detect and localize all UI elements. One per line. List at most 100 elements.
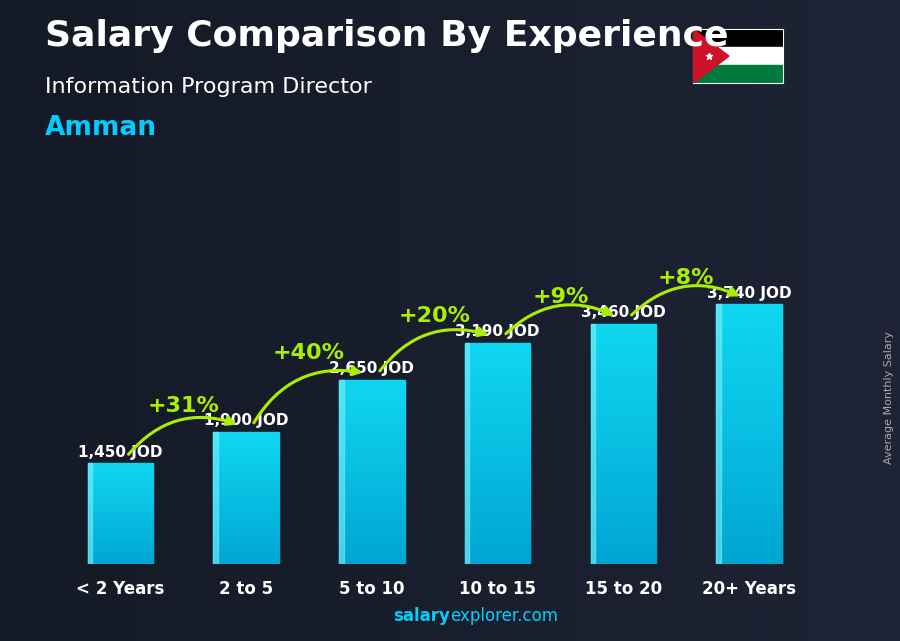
Bar [87,474,153,475]
Bar [465,468,530,472]
Bar [465,390,530,394]
Polygon shape [693,29,729,83]
Bar [87,488,153,490]
Bar [339,417,404,420]
Bar [716,542,782,547]
Text: 3,460 JOD: 3,460 JOD [580,305,666,320]
FancyArrowPatch shape [254,367,359,423]
Bar [87,485,153,487]
Bar [87,515,153,517]
Bar [339,500,404,503]
Bar [716,330,782,335]
Bar [339,545,404,549]
Bar [716,344,782,347]
Bar [87,549,153,551]
Bar [213,443,279,445]
Bar [213,463,279,465]
Bar [339,485,404,487]
Bar [213,549,279,551]
Bar [716,438,782,443]
Bar [339,386,404,389]
Bar [87,562,153,564]
Bar [213,542,279,544]
Bar [590,536,656,540]
Bar [339,460,404,463]
Bar [213,452,279,454]
Bar [590,360,656,364]
Text: Amman: Amman [45,115,157,142]
Bar [87,490,153,492]
Bar [590,552,656,556]
Bar [465,346,530,350]
Bar [465,405,530,409]
Bar [590,352,656,356]
Bar [716,482,782,486]
Bar [213,447,279,450]
Bar [339,481,404,485]
Bar [87,551,153,553]
Bar [213,481,279,483]
Bar [213,512,279,513]
Bar [339,558,404,561]
Bar [87,477,153,478]
Bar [87,495,153,497]
Bar [465,479,530,483]
Bar [87,465,153,467]
Bar [590,560,656,564]
Bar [213,454,279,456]
Bar [465,512,530,516]
Bar [213,513,279,516]
Bar [339,442,404,444]
Bar [213,438,279,441]
Bar [213,531,279,533]
Bar [213,551,279,553]
Bar [339,399,404,401]
Bar [465,435,530,438]
Bar [213,533,279,535]
Bar [339,555,404,558]
Bar [716,551,782,555]
Bar [213,435,279,437]
Bar [716,352,782,356]
Bar [339,487,404,490]
Bar [87,497,153,499]
Bar [213,474,279,476]
Bar [590,424,656,428]
Bar [213,503,279,504]
Bar [339,552,404,555]
Bar [465,417,530,420]
Bar [87,520,153,522]
Text: +20%: +20% [399,306,471,326]
Bar [590,428,656,432]
Bar [465,560,530,564]
Bar [465,545,530,549]
Bar [213,544,279,547]
Bar [213,483,279,485]
Bar [465,487,530,490]
Bar [716,408,782,413]
Bar [465,542,530,545]
Bar [716,499,782,503]
Bar [213,496,279,498]
Bar [590,432,656,436]
Bar [465,501,530,505]
Bar [213,494,279,496]
Bar [716,361,782,365]
Bar [590,492,656,496]
Bar [465,424,530,428]
Bar [590,532,656,536]
Bar [716,508,782,512]
Bar [213,507,279,509]
Bar [87,482,153,483]
Bar [716,374,782,378]
Bar [716,469,782,473]
Bar [590,540,656,544]
Bar [590,520,656,524]
Bar [716,473,782,478]
Bar [716,503,782,508]
Bar [465,457,530,461]
Bar [590,408,656,412]
Bar [87,480,153,482]
Bar [87,529,153,531]
Bar [213,472,279,474]
